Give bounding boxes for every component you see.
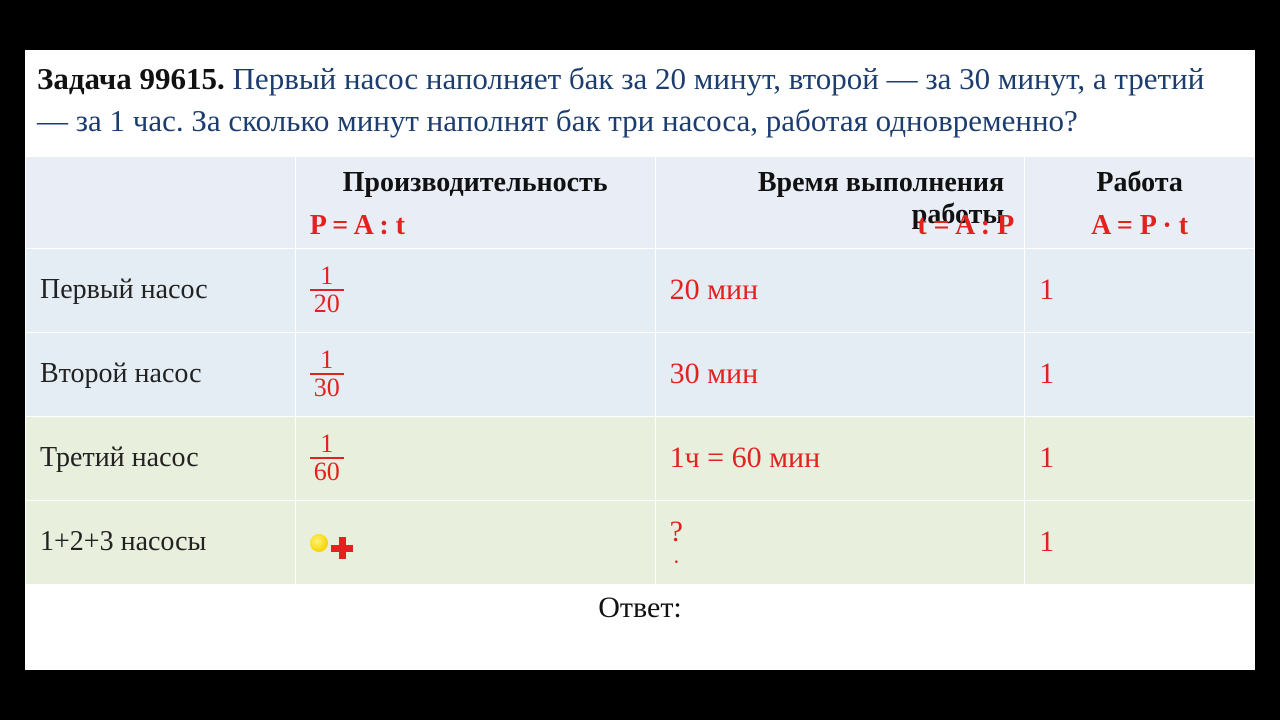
cell-work: 1 — [1025, 500, 1255, 584]
cell-productivity: 1 20 — [295, 248, 655, 332]
header-work-text: Работа — [1096, 167, 1182, 198]
header-time: Время выполнения работы t = A : P — [655, 156, 1025, 248]
frac-den: 60 — [310, 457, 344, 485]
formula-time: t = A : P — [917, 210, 1014, 242]
time-value: 1ч = 60 мин — [670, 441, 821, 474]
time-value: 20 мин — [670, 273, 759, 306]
work-value: 1 — [1039, 441, 1054, 474]
problem-statement: Задача 99615. Первый насос наполняет бак… — [25, 50, 1255, 156]
cell-work: 1 — [1025, 332, 1255, 416]
row-label: Первый насос — [26, 248, 296, 332]
header-productivity: Производительность P = A : t — [295, 156, 655, 248]
cell-work: 1 — [1025, 416, 1255, 500]
question-dot: . — [674, 543, 1011, 569]
page: Задача 99615. Первый насос наполняет бак… — [25, 50, 1255, 670]
row-label: Второй насос — [26, 332, 296, 416]
header-work: Работа A = P · t — [1025, 156, 1255, 248]
work-rate-table: Производительность P = A : t Время выпол… — [25, 156, 1255, 585]
frac-den: 20 — [310, 289, 344, 317]
formula-productivity: P = A : t — [310, 210, 405, 242]
work-value: 1 — [1039, 357, 1054, 390]
cell-work: 1 — [1025, 248, 1255, 332]
cell-time: ? . — [655, 500, 1025, 584]
cell-time: 1ч = 60 мин — [655, 416, 1025, 500]
fraction: 1 20 — [310, 263, 344, 317]
answer-label: Ответ: — [25, 585, 1255, 625]
cell-time: 30 мин — [655, 332, 1025, 416]
cell-productivity: 1 60 — [295, 416, 655, 500]
problem-label: Задача 99615. — [37, 61, 225, 96]
work-value: 1 — [1039, 525, 1054, 558]
table-row: Третий насос 1 60 1ч = 60 мин 1 — [26, 416, 1255, 500]
work-value: 1 — [1039, 273, 1054, 306]
fraction: 1 60 — [310, 431, 344, 485]
table-row: Второй насос 1 30 30 мин 1 — [26, 332, 1255, 416]
fraction: 1 30 — [310, 347, 344, 401]
table-header-row: Производительность P = A : t Время выпол… — [26, 156, 1255, 248]
time-value: 30 мин — [670, 357, 759, 390]
frac-num: 1 — [310, 263, 344, 289]
cell-productivity — [295, 500, 655, 584]
header-productivity-text: Производительность — [343, 167, 608, 198]
table-row: 1+2+3 насосы ? . 1 — [26, 500, 1255, 584]
header-rowlabel — [26, 156, 296, 248]
row-label: 1+2+3 насосы — [26, 500, 296, 584]
cell-time: 20 мин — [655, 248, 1025, 332]
frac-num: 1 — [310, 347, 344, 373]
highlight-dot-icon — [310, 534, 328, 552]
frac-den: 30 — [310, 373, 344, 401]
table-row: Первый насос 1 20 20 мин 1 — [26, 248, 1255, 332]
frac-num: 1 — [310, 431, 344, 457]
plus-icon — [331, 537, 353, 559]
formula-work: A = P · t — [1091, 210, 1188, 242]
cell-productivity: 1 30 — [295, 332, 655, 416]
row-label: Третий насос — [26, 416, 296, 500]
